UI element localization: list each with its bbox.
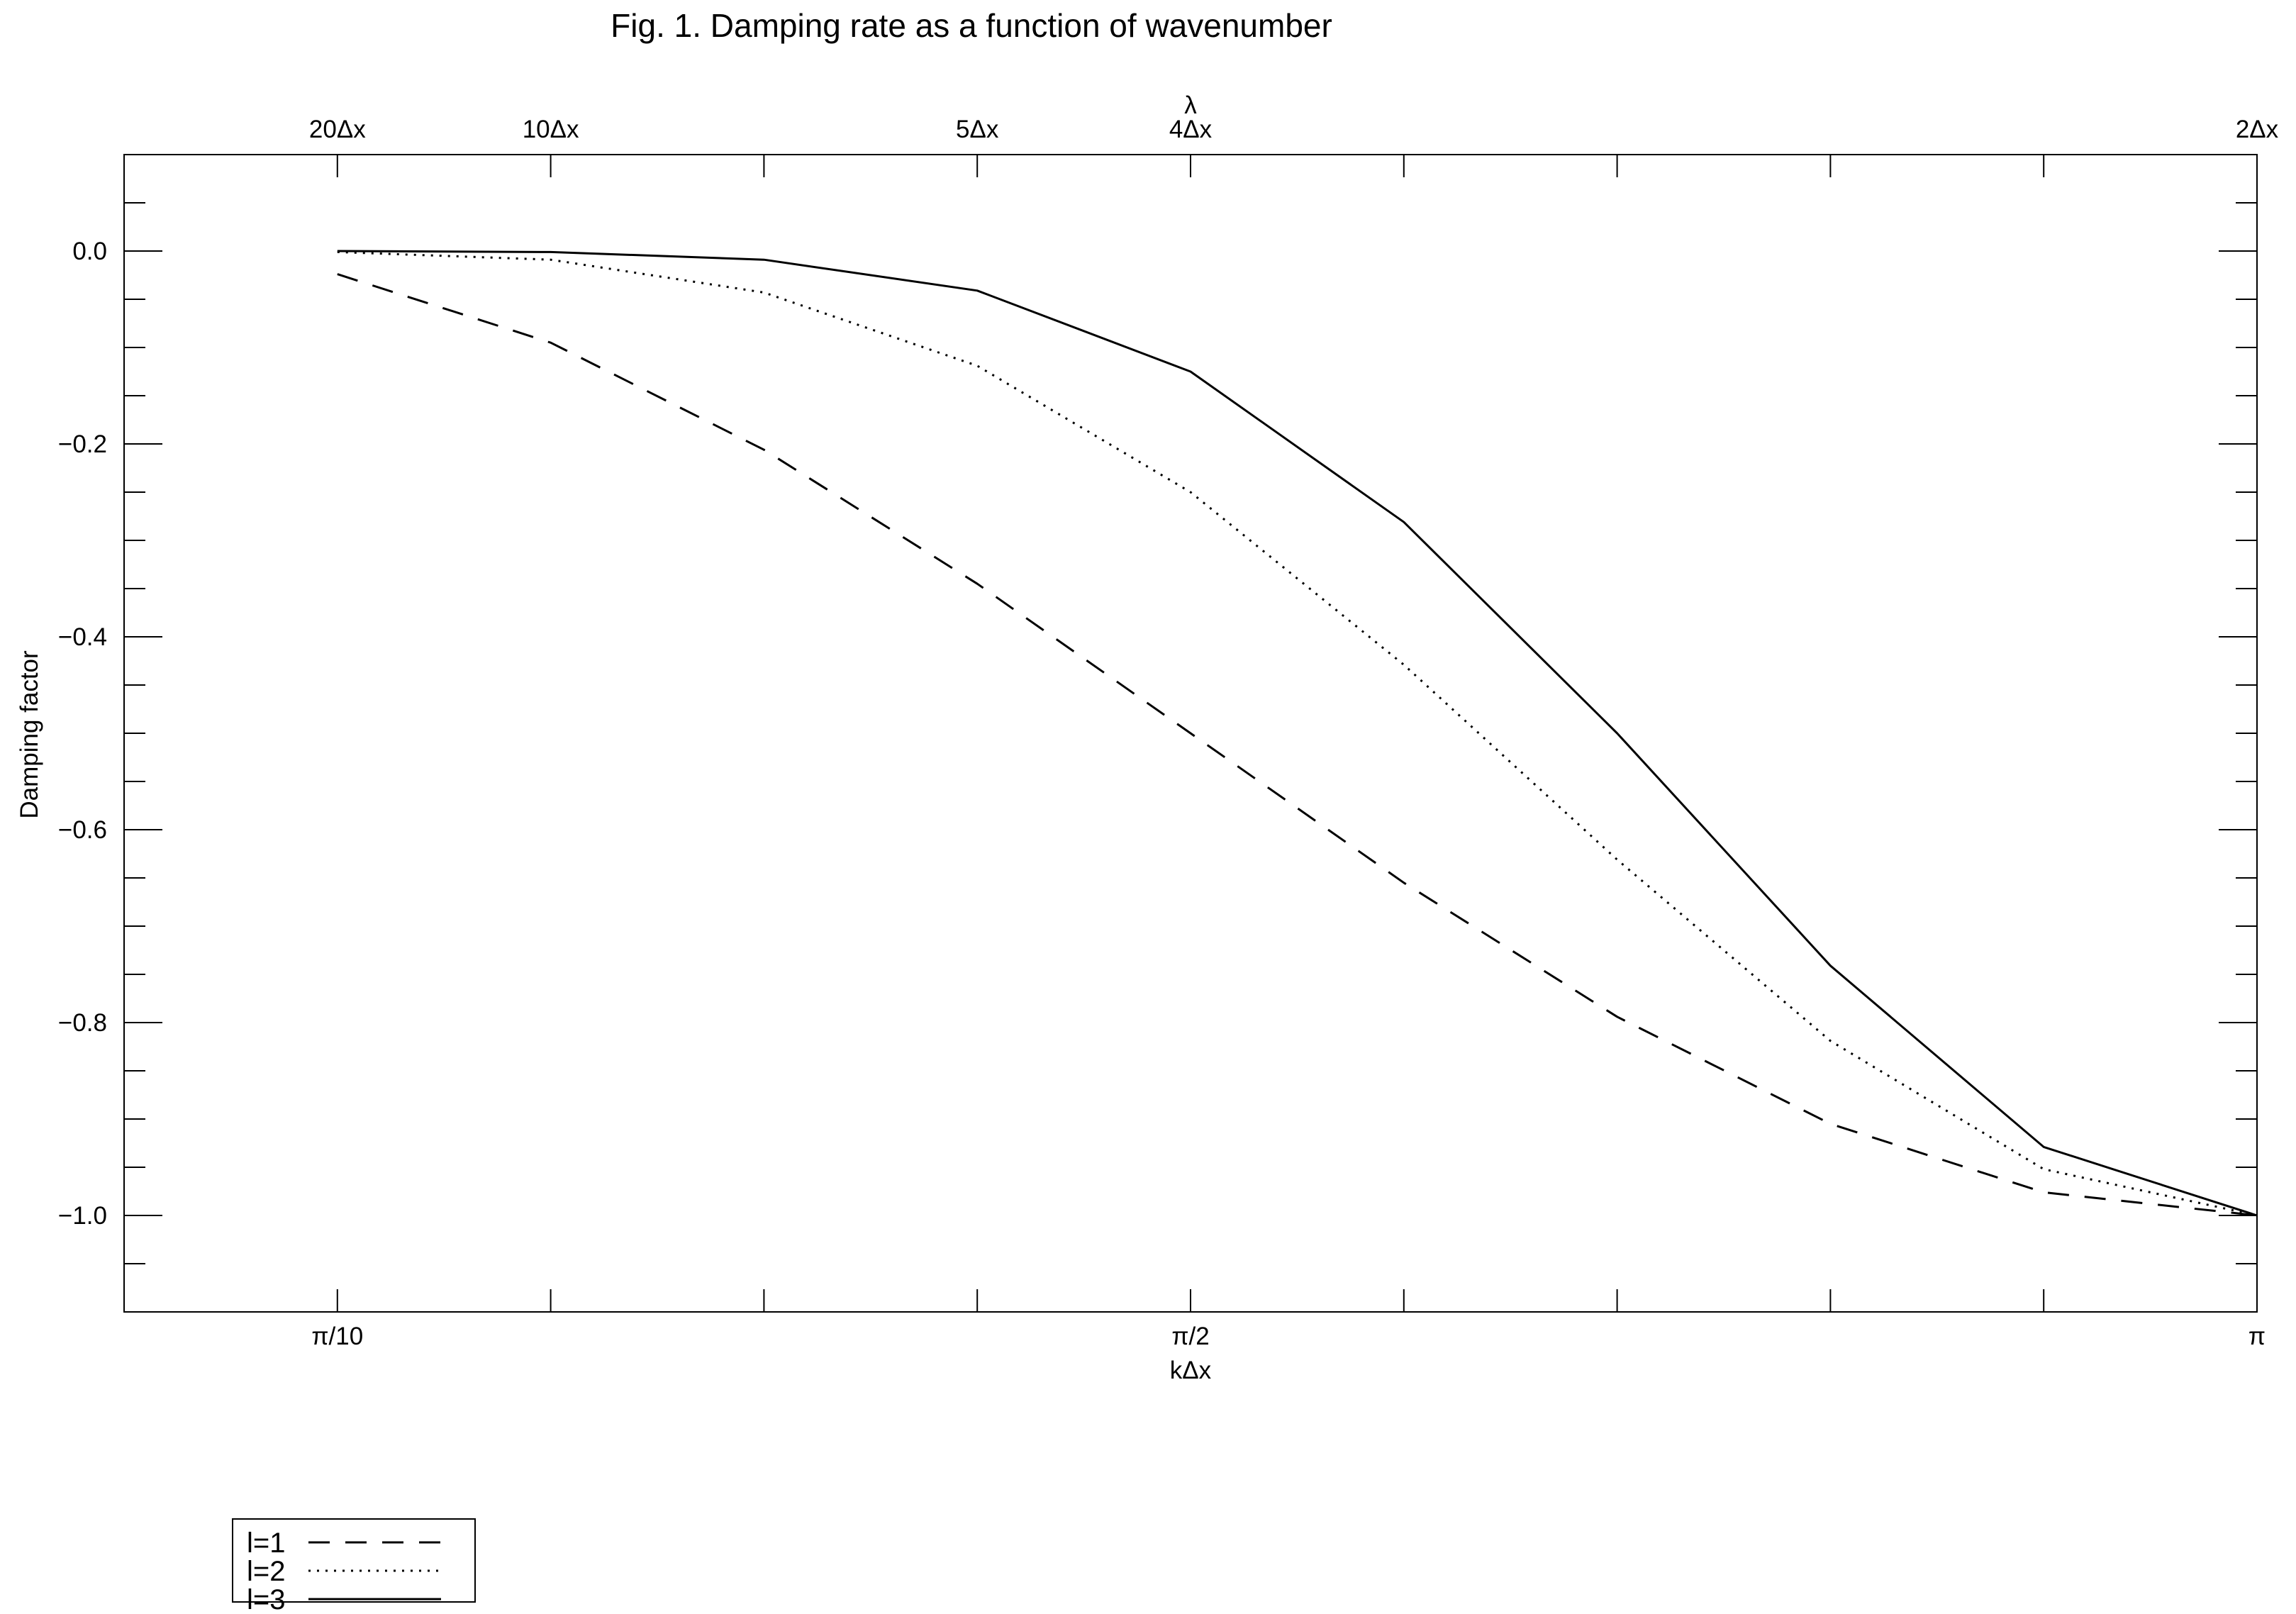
x-axis-title: kΔx (1170, 1357, 1212, 1384)
x-tick-label: π/2 (1171, 1323, 1209, 1350)
legend-label: l=1 (247, 1527, 286, 1559)
y-tick-label: −1.0 (58, 1202, 107, 1230)
y-tick-label: −0.6 (58, 816, 107, 844)
legend-label: l=2 (247, 1556, 286, 1587)
x2-tick-label: 20Δx (309, 116, 366, 143)
x2-tick-label: 10Δx (523, 116, 579, 143)
y-tick-label: −0.8 (58, 1009, 107, 1037)
x2-tick-label: 5Δx (956, 116, 999, 143)
x2-tick-label: 2Δx (2236, 116, 2279, 143)
y-axis-title: Damping factor (16, 650, 43, 819)
x-tick-label: π/10 (311, 1323, 363, 1350)
tick-labels: π/10 π/2 π 20Δx 10Δx 5Δx 4Δx 2Δx 0.0 −0.2 −0.4 −0.6… (58, 116, 2279, 1350)
y-tick-label: −0.4 (58, 623, 107, 651)
y-tick-label: −0.2 (58, 430, 107, 458)
x-tick-label: π (2248, 1323, 2266, 1350)
legend: l=1l=2l=3 (232, 1518, 476, 1614)
series-line-dotted (337, 250, 2258, 1217)
legend-items: l=1l=2l=3 (247, 1527, 441, 1614)
series-line-solid (337, 250, 2258, 1217)
x2-axis-title: λ (1184, 91, 1197, 119)
x2-tick-label: 4Δx (1169, 116, 1213, 143)
y-tick-label: 0.0 (72, 238, 107, 265)
chart-title: Fig. 1. Damping rate as a function of wa… (611, 7, 1332, 44)
series-lines (337, 250, 2258, 1217)
series-line-dashed (337, 273, 2258, 1217)
legend-box (232, 1518, 476, 1603)
legend-label: l=3 (247, 1584, 286, 1614)
